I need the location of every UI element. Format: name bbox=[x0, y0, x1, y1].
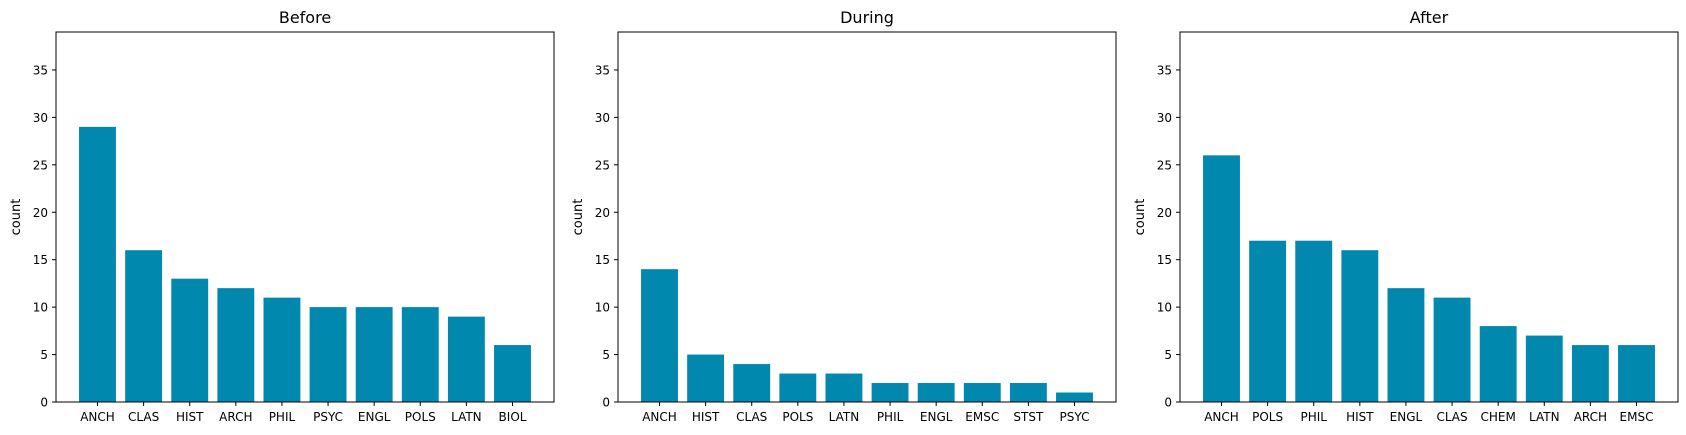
y-tick-label: 30 bbox=[595, 111, 610, 125]
bar-clas bbox=[733, 364, 771, 402]
y-tick-label: 5 bbox=[40, 348, 48, 362]
panel-during: During count 0 5 10 15 20 25 30 35 ANCH HIST CLAS POL… bbox=[571, 8, 1117, 424]
x-tick-label-emsc: EMSC bbox=[1620, 410, 1654, 424]
y-tick-label: 25 bbox=[1157, 158, 1172, 172]
y-tick-label: 25 bbox=[595, 158, 610, 172]
y-tick-label: 15 bbox=[595, 253, 610, 267]
y-tick-label: 30 bbox=[33, 111, 48, 125]
bar-emsc bbox=[963, 383, 1001, 402]
x-tick-label-anch: ANCH bbox=[642, 410, 677, 424]
y-tick-label: 0 bbox=[40, 396, 48, 410]
x-tick-label-anch: ANCH bbox=[1204, 410, 1239, 424]
bar-emsc bbox=[1618, 345, 1655, 402]
bar-arch bbox=[217, 288, 255, 402]
y-tick-label: 0 bbox=[602, 396, 610, 410]
chart-title-during: During bbox=[840, 8, 894, 27]
bar-arch bbox=[1571, 345, 1609, 402]
axes-frame bbox=[1179, 31, 1679, 403]
bar-pols bbox=[779, 373, 817, 402]
x-tick-label-psyc: PSYC bbox=[1060, 410, 1090, 424]
y-tick-label: 30 bbox=[1157, 111, 1172, 125]
y-tick-label: 5 bbox=[1164, 348, 1172, 362]
y-tick-label: 0 bbox=[1164, 396, 1172, 410]
panel-before: Before count 0 5 10 15 20 25 30 35 ANCH CLAS HIST ARC… bbox=[9, 8, 555, 424]
x-tick-label-hist: HIST bbox=[176, 410, 204, 424]
x-tick-label-hist: HIST bbox=[1346, 410, 1374, 424]
axes-frame bbox=[617, 31, 1117, 403]
y-tick-label: 10 bbox=[1157, 301, 1172, 315]
x-tick-label-pols: POLS bbox=[1252, 410, 1283, 424]
bar-hist bbox=[1341, 250, 1379, 402]
bar-hist bbox=[687, 354, 725, 402]
y-tick-label: 15 bbox=[1157, 253, 1172, 267]
y-tick-label: 20 bbox=[595, 206, 610, 220]
bar-biol bbox=[494, 345, 531, 402]
x-tick-label-emsc: EMSC bbox=[965, 410, 999, 424]
bar-pols bbox=[401, 307, 439, 402]
x-tick-label-arch: ARCH bbox=[219, 410, 252, 424]
x-tick-label-phil: PHIL bbox=[1300, 410, 1327, 424]
y-tick-label: 10 bbox=[595, 301, 610, 315]
x-tick-label-pols: POLS bbox=[782, 410, 813, 424]
y-tick-label: 25 bbox=[33, 158, 48, 172]
x-tick-label-psyc: PSYC bbox=[313, 410, 343, 424]
bar-anch bbox=[79, 126, 116, 402]
x-tick-label-clas: CLAS bbox=[128, 410, 159, 424]
y-tick-label: 35 bbox=[595, 63, 610, 77]
x-tick-label-phil: PHIL bbox=[877, 410, 904, 424]
chart-title-after: After bbox=[1410, 8, 1449, 27]
x-tick-label-latn: LATN bbox=[451, 410, 482, 424]
panel-after: After count 0 5 10 15 20 25 30 35 ANCH POLS PHIL HIST… bbox=[1133, 8, 1679, 424]
bar-stst bbox=[1009, 383, 1047, 402]
y-tick-label: 20 bbox=[33, 206, 48, 220]
bar-phil bbox=[871, 383, 909, 402]
x-tick-label-clas: CLAS bbox=[1436, 410, 1467, 424]
bar-latn bbox=[825, 373, 863, 402]
x-tick-label-engl: ENGL bbox=[358, 410, 391, 424]
bar-phil bbox=[263, 297, 301, 402]
y-tick-label: 20 bbox=[1157, 206, 1172, 220]
y-axis-label: count bbox=[571, 199, 586, 236]
x-tick-label-latn: LATN bbox=[1529, 410, 1560, 424]
x-tick-label-latn: LATN bbox=[829, 410, 860, 424]
bar-clas bbox=[1433, 297, 1471, 402]
x-tick-label-chem: CHEM bbox=[1480, 410, 1515, 424]
x-tick-label-stst: STST bbox=[1013, 410, 1044, 424]
bar-psyc bbox=[309, 307, 347, 402]
bar-latn bbox=[447, 316, 485, 402]
y-tick-label: 35 bbox=[1157, 63, 1172, 77]
y-axis-label: count bbox=[9, 199, 24, 236]
axes-frame bbox=[55, 31, 555, 403]
y-axis-label: count bbox=[1133, 199, 1148, 236]
x-tick-label-clas: CLAS bbox=[736, 410, 767, 424]
x-tick-label-anch: ANCH bbox=[80, 410, 115, 424]
y-tick-label: 15 bbox=[33, 253, 48, 267]
x-tick-label-engl: ENGL bbox=[1390, 410, 1423, 424]
bar-engl bbox=[1387, 288, 1425, 402]
y-tick-label: 5 bbox=[602, 348, 610, 362]
bar-anch bbox=[641, 269, 678, 402]
bar-pols bbox=[1249, 240, 1287, 402]
bar-phil bbox=[1295, 240, 1333, 402]
y-tick-label: 35 bbox=[33, 63, 48, 77]
y-tick-label: 10 bbox=[33, 301, 48, 315]
bar-hist bbox=[171, 278, 209, 402]
x-tick-label-phil: PHIL bbox=[269, 410, 296, 424]
bar-latn bbox=[1525, 335, 1563, 402]
bar-clas bbox=[125, 250, 163, 402]
x-tick-label-biol: BIOL bbox=[499, 410, 527, 424]
bar-engl bbox=[355, 307, 393, 402]
chart-title-before: Before bbox=[279, 8, 331, 27]
bar-anch bbox=[1203, 155, 1240, 402]
bar-chem bbox=[1479, 326, 1517, 402]
bar-psyc bbox=[1056, 392, 1093, 402]
bar-engl bbox=[917, 383, 955, 402]
x-tick-label-arch: ARCH bbox=[1574, 410, 1607, 424]
x-tick-label-engl: ENGL bbox=[920, 410, 953, 424]
x-tick-label-hist: HIST bbox=[692, 410, 720, 424]
x-tick-label-pols: POLS bbox=[405, 410, 436, 424]
